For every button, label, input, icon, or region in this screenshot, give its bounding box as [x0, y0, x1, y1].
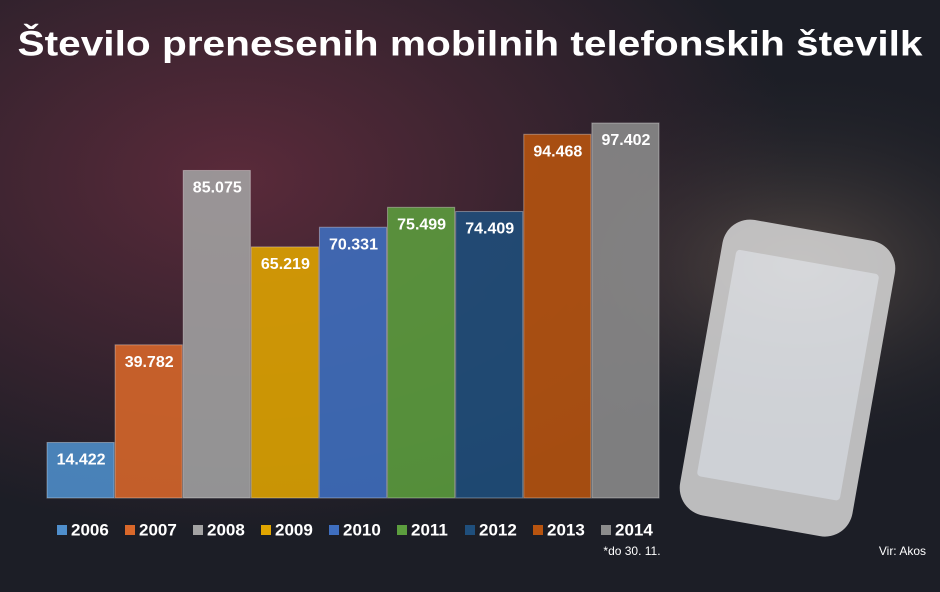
value-label: 65.219	[261, 256, 310, 273]
legend-swatch	[261, 525, 271, 535]
chart-title: Število prenesenih mobilnih telefonskih …	[18, 23, 924, 63]
phone	[679, 219, 896, 537]
legend-label: 2012	[479, 520, 517, 539]
bar	[114, 344, 183, 499]
bar	[591, 122, 660, 499]
legend-label: 2010	[343, 520, 381, 539]
bar	[387, 206, 456, 499]
bar	[46, 441, 115, 499]
legend-label: 2009	[275, 520, 313, 539]
legend-swatch	[601, 525, 611, 535]
bar	[455, 211, 524, 499]
legend-swatch	[125, 525, 135, 535]
source: Vir: Akos	[879, 544, 926, 558]
legend-label: 2006	[71, 520, 109, 539]
value-label: 74.409	[465, 221, 514, 238]
value-label: 39.782	[125, 354, 174, 371]
legend-label: 2008	[207, 520, 245, 539]
legend-label: 2011	[411, 520, 448, 539]
legend-label: 2007	[139, 520, 177, 539]
legend-label: 2013	[547, 520, 585, 539]
value-label: 75.499	[397, 217, 446, 234]
legend-swatch	[57, 525, 67, 535]
bar	[523, 133, 592, 499]
bar	[318, 226, 388, 499]
legend-swatch	[533, 525, 543, 535]
legend-swatch	[397, 525, 407, 535]
legend-swatch	[193, 525, 203, 535]
value-label: 97.402	[601, 132, 650, 149]
legend-swatch	[465, 525, 475, 535]
bar	[250, 246, 319, 499]
value-label: 14.422	[57, 452, 106, 469]
legend-swatch	[329, 525, 339, 535]
legend-label: 2014	[615, 520, 653, 539]
value-label: 70.331	[329, 236, 378, 253]
footnote: *do 30. 11.	[603, 544, 660, 558]
bar	[182, 169, 251, 499]
value-label: 85.075	[193, 180, 242, 197]
value-label: 94.468	[533, 144, 582, 161]
